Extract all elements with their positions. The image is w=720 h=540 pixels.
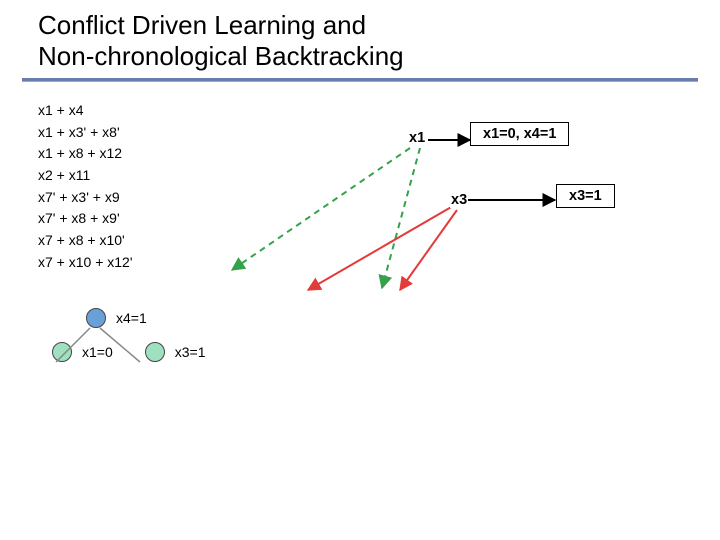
clause-row: x7 + x10 + x12' <box>38 252 133 274</box>
clause-row: x1 + x3' + x8' <box>38 122 133 144</box>
box-x3-assignment: x3=1 <box>556 184 615 208</box>
title-underline <box>22 78 698 82</box>
node-x3: x3 <box>450 192 468 208</box>
clause-row: x1 + x8 + x12 <box>38 143 133 165</box>
legend-tree: x4=1 x1=0 x3=1 <box>52 308 206 362</box>
clause-row: x7 + x8 + x10' <box>38 230 133 252</box>
clause-row: x1 + x4 <box>38 100 133 122</box>
clause-row: x7' + x3' + x9 <box>38 187 133 209</box>
box-x1-assignment: x1=0, x4=1 <box>470 122 569 146</box>
clause-row: x2 + x11 <box>38 165 133 187</box>
node-x1: x1 <box>408 130 426 146</box>
clause-row: x7' + x8 + x9' <box>38 208 133 230</box>
legend-root-icon <box>86 308 106 328</box>
clause-list: x1 + x4x1 + x3' + x8'x1 + x8 + x12x2 + x… <box>38 100 133 274</box>
legend-root-label: x4=1 <box>116 310 147 326</box>
title-line-1: Conflict Driven Learning and <box>38 10 366 40</box>
slide-title: Conflict Driven Learning and Non-chronol… <box>38 10 404 72</box>
title-line-2: Non-chronological Backtracking <box>38 41 404 71</box>
